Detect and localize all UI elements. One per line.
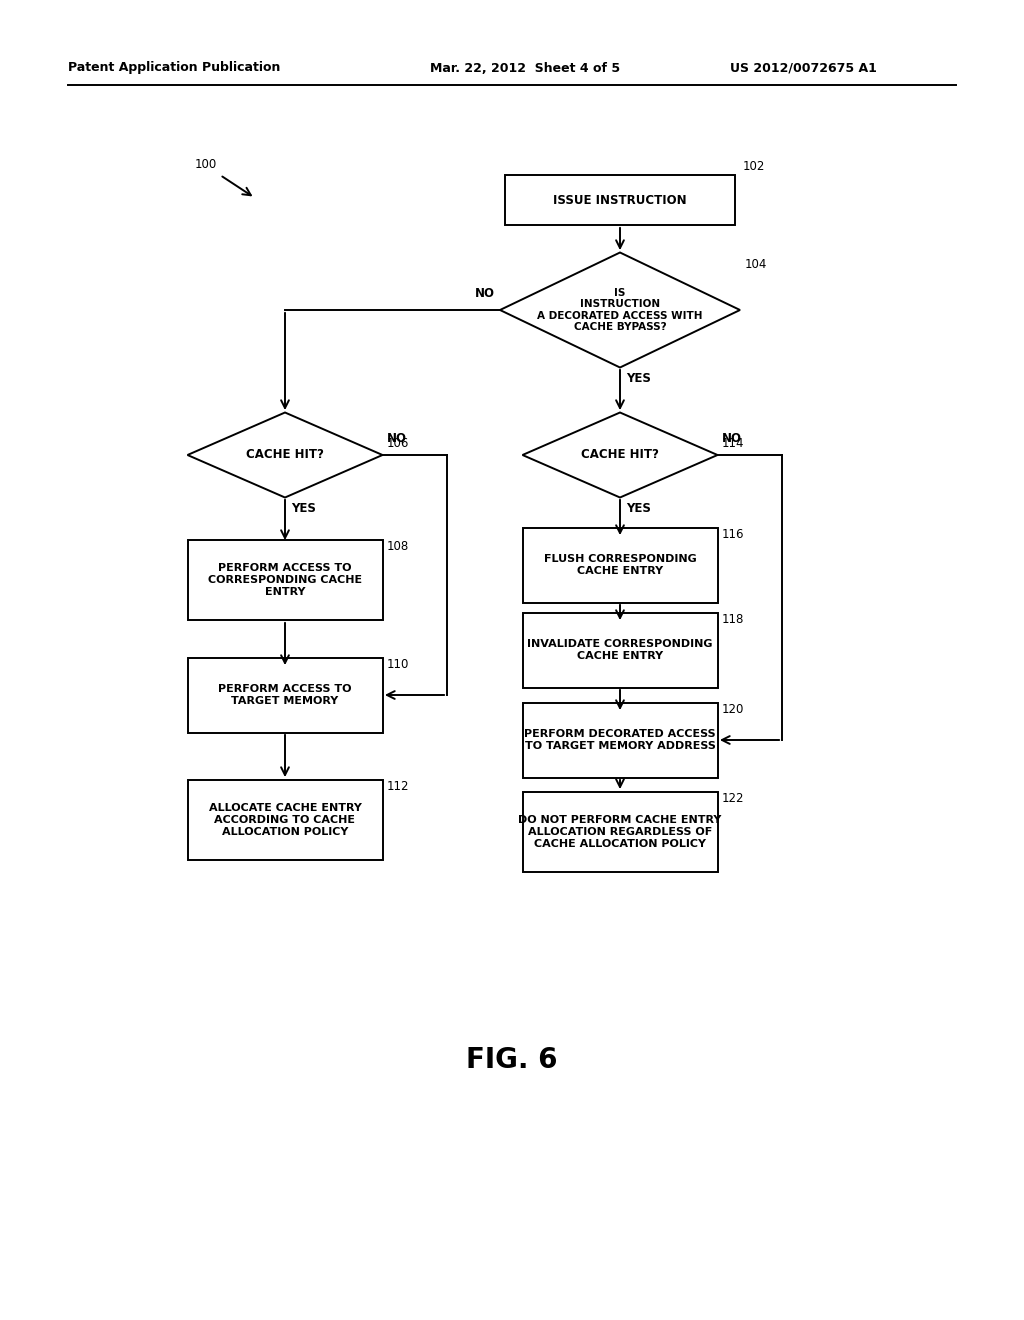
Text: 118: 118 (722, 612, 744, 626)
Text: DO NOT PERFORM CACHE ENTRY
ALLOCATION REGARDLESS OF
CACHE ALLOCATION POLICY: DO NOT PERFORM CACHE ENTRY ALLOCATION RE… (518, 816, 722, 849)
Text: Patent Application Publication: Patent Application Publication (68, 62, 281, 74)
FancyBboxPatch shape (522, 528, 718, 602)
Text: 112: 112 (387, 780, 410, 793)
Text: NO: NO (722, 432, 742, 445)
Text: 108: 108 (387, 540, 410, 553)
Text: 122: 122 (722, 792, 744, 805)
Text: 116: 116 (722, 528, 744, 541)
Text: CACHE HIT?: CACHE HIT? (246, 449, 324, 462)
Text: YES: YES (626, 502, 651, 515)
Text: Mar. 22, 2012  Sheet 4 of 5: Mar. 22, 2012 Sheet 4 of 5 (430, 62, 621, 74)
Text: IS
INSTRUCTION
A DECORATED ACCESS WITH
CACHE BYPASS?: IS INSTRUCTION A DECORATED ACCESS WITH C… (538, 288, 702, 333)
Text: 114: 114 (722, 437, 744, 450)
Text: PERFORM DECORATED ACCESS
TO TARGET MEMORY ADDRESS: PERFORM DECORATED ACCESS TO TARGET MEMOR… (524, 729, 716, 751)
Text: FLUSH CORRESPONDING
CACHE ENTRY: FLUSH CORRESPONDING CACHE ENTRY (544, 554, 696, 576)
Text: YES: YES (291, 502, 315, 515)
Text: NO: NO (475, 286, 495, 300)
Text: 106: 106 (387, 437, 410, 450)
Text: ALLOCATE CACHE ENTRY
ACCORDING TO CACHE
ALLOCATION POLICY: ALLOCATE CACHE ENTRY ACCORDING TO CACHE … (209, 804, 361, 837)
Text: ISSUE INSTRUCTION: ISSUE INSTRUCTION (553, 194, 687, 206)
FancyBboxPatch shape (187, 657, 383, 733)
FancyBboxPatch shape (505, 176, 735, 224)
FancyBboxPatch shape (187, 540, 383, 620)
Text: 102: 102 (743, 160, 765, 173)
Polygon shape (522, 412, 718, 498)
Text: 104: 104 (745, 257, 767, 271)
Text: 110: 110 (387, 657, 410, 671)
Text: CACHE HIT?: CACHE HIT? (581, 449, 658, 462)
Text: FIG. 6: FIG. 6 (466, 1045, 558, 1074)
Text: INVALIDATE CORRESPONDING
CACHE ENTRY: INVALIDATE CORRESPONDING CACHE ENTRY (527, 639, 713, 661)
FancyBboxPatch shape (522, 702, 718, 777)
Text: PERFORM ACCESS TO
TARGET MEMORY: PERFORM ACCESS TO TARGET MEMORY (218, 684, 352, 706)
FancyBboxPatch shape (187, 780, 383, 861)
Text: 120: 120 (722, 704, 744, 715)
Text: PERFORM ACCESS TO
CORRESPONDING CACHE
ENTRY: PERFORM ACCESS TO CORRESPONDING CACHE EN… (208, 564, 362, 597)
FancyBboxPatch shape (522, 792, 718, 873)
Text: 100: 100 (195, 158, 217, 172)
Polygon shape (187, 412, 383, 498)
Text: YES: YES (626, 372, 651, 385)
Polygon shape (500, 252, 740, 367)
FancyBboxPatch shape (522, 612, 718, 688)
Text: US 2012/0072675 A1: US 2012/0072675 A1 (730, 62, 877, 74)
Text: NO: NO (387, 432, 407, 445)
